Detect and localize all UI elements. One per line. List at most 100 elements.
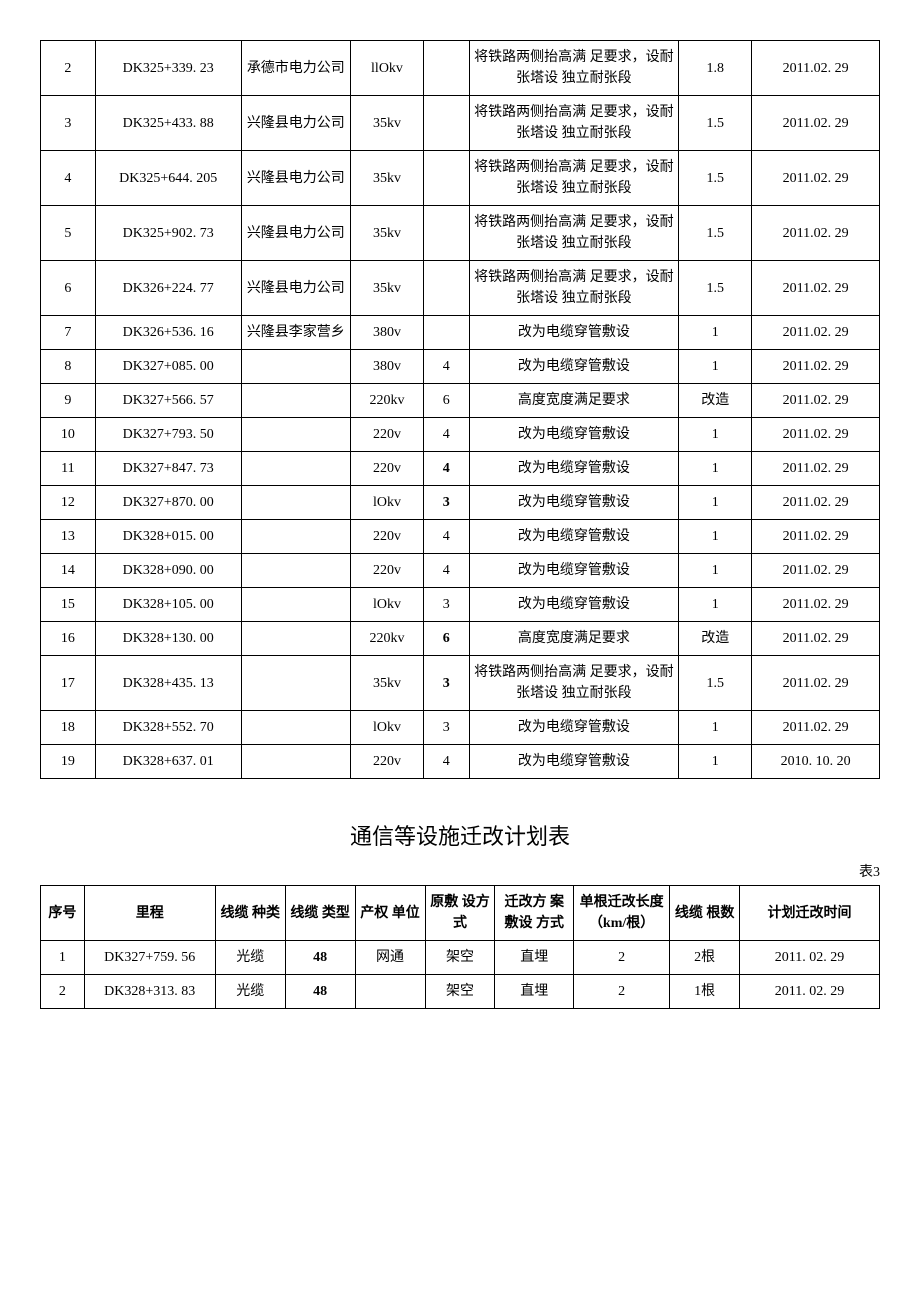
table-cell: 4 (423, 520, 469, 554)
table-cell: 3 (41, 96, 96, 151)
table-cell (423, 206, 469, 261)
table-2-label: 表3 (40, 861, 880, 881)
table-cell: 1 (679, 554, 752, 588)
table-header-cell: 线缆 类型 (285, 886, 355, 941)
table-cell: DK327+870. 00 (95, 486, 241, 520)
table-cell: 架空 (425, 975, 495, 1009)
table-cell: 兴隆县李家营乡 (241, 316, 350, 350)
table-cell: 9 (41, 384, 96, 418)
table-cell: 2011.02. 29 (752, 554, 880, 588)
table-cell: 改为电缆穿管敷设 (469, 486, 679, 520)
table-cell: lOkv (351, 711, 424, 745)
table-header-cell: 产权 单位 (355, 886, 425, 941)
table-row: 10DK327+793. 50220v4改为电缆穿管敷设12011.02. 29 (41, 418, 880, 452)
table-row: 7DK326+536. 16兴隆县李家营乡380v改为电缆穿管敷设12011.0… (41, 316, 880, 350)
table-cell: 兴隆县电力公司 (241, 96, 350, 151)
table-row: 6DK326+224. 77兴隆县电力公司35kv将铁路两侧抬高满 足要求，设耐… (41, 261, 880, 316)
table-cell: 2011.02. 29 (752, 350, 880, 384)
table-cell: 2011.02. 29 (752, 316, 880, 350)
table-header-cell: 迁改方 案敷设 方式 (495, 886, 574, 941)
table-cell: 兴隆县电力公司 (241, 261, 350, 316)
table-cell: 1 (41, 941, 85, 975)
table-cell: 11 (41, 452, 96, 486)
table-cell: 1.5 (679, 656, 752, 711)
table-row: 16DK328+130. 00220kv6高度宽度满足要求改造2011.02. … (41, 622, 880, 656)
table-row: 2DK325+339. 23承德市电力公司llOkv将铁路两侧抬高满 足要求，设… (41, 41, 880, 96)
table-cell: 改为电缆穿管敷设 (469, 745, 679, 779)
table-cell: DK328+105. 00 (95, 588, 241, 622)
table-cell: 将铁路两侧抬高满 足要求，设耐张塔设 独立耐张段 (469, 656, 679, 711)
table-cell: DK328+435. 13 (95, 656, 241, 711)
table-cell: 220kv (351, 622, 424, 656)
table-cell: 架空 (425, 941, 495, 975)
table-cell: 2011. 02. 29 (740, 941, 880, 975)
table-cell: 1 (679, 588, 752, 622)
section-2-title: 通信等设施迁改计划表 (40, 819, 880, 851)
table-cell: 2011.02. 29 (752, 452, 880, 486)
table-cell: 35kv (351, 206, 424, 261)
table-cell: 改为电缆穿管敷设 (469, 418, 679, 452)
table-cell: 改为电缆穿管敷设 (469, 452, 679, 486)
table-cell: DK327+566. 57 (95, 384, 241, 418)
table-cell: 将铁路两侧抬高满 足要求，设耐张塔设 独立耐张段 (469, 206, 679, 261)
table-cell: 220v (351, 745, 424, 779)
table-cell: 将铁路两侧抬高满 足要求，设耐张塔设 独立耐张段 (469, 96, 679, 151)
table-cell: 网通 (355, 941, 425, 975)
table-cell: 10 (41, 418, 96, 452)
table-cell: 220v (351, 520, 424, 554)
table-cell: 2 (41, 41, 96, 96)
table-row: 9DK327+566. 57220kv6高度宽度满足要求改造2011.02. 2… (41, 384, 880, 418)
table-cell: 2011.02. 29 (752, 418, 880, 452)
table-cell: 3 (423, 588, 469, 622)
table-row: 3DK325+433. 88兴隆县电力公司35kv将铁路两侧抬高满 足要求，设耐… (41, 96, 880, 151)
table-cell (423, 316, 469, 350)
table-cell: 改为电缆穿管敷设 (469, 316, 679, 350)
table-cell (355, 975, 425, 1009)
table-cell: DK328+313. 83 (84, 975, 215, 1009)
table-cell: 3 (423, 711, 469, 745)
table-row: 17DK328+435. 1335kv3将铁路两侧抬高满 足要求，设耐张塔设 独… (41, 656, 880, 711)
table-cell: 高度宽度满足要求 (469, 622, 679, 656)
table-cell: 4 (423, 418, 469, 452)
table-cell: 改为电缆穿管敷设 (469, 554, 679, 588)
table-cell: 6 (423, 384, 469, 418)
table-cell (241, 711, 350, 745)
table-cell: DK325+433. 88 (95, 96, 241, 151)
table-row: 1DK327+759. 56光缆48网通架空直埋22根2011. 02. 29 (41, 941, 880, 975)
table-cell: 15 (41, 588, 96, 622)
table-cell (241, 452, 350, 486)
table-cell: 19 (41, 745, 96, 779)
table-row: 19DK328+637. 01220v4改为电缆穿管敷设12010. 10. 2… (41, 745, 880, 779)
table-cell: 1 (679, 350, 752, 384)
table-cell (241, 554, 350, 588)
table-cell: 改造 (679, 622, 752, 656)
table-cell: 1 (679, 520, 752, 554)
table-cell (241, 745, 350, 779)
table-cell: DK328+637. 01 (95, 745, 241, 779)
table-header-cell: 序号 (41, 886, 85, 941)
table-1: 2DK325+339. 23承德市电力公司llOkv将铁路两侧抬高满 足要求，设… (40, 40, 880, 779)
table-cell: 3 (423, 486, 469, 520)
table-cell: 12 (41, 486, 96, 520)
table-cell: 48 (285, 941, 355, 975)
table-cell: 8 (41, 350, 96, 384)
table-cell: 1 (679, 745, 752, 779)
table-row: 5DK325+902. 73兴隆县电力公司35kv将铁路两侧抬高满 足要求，设耐… (41, 206, 880, 261)
table-row: 13DK328+015. 00220v4改为电缆穿管敷设12011.02. 29 (41, 520, 880, 554)
table-row: 15DK328+105. 00lOkv3改为电缆穿管敷设12011.02. 29 (41, 588, 880, 622)
table-cell: 1.5 (679, 261, 752, 316)
table-row: 14DK328+090. 00220v4改为电缆穿管敷设12011.02. 29 (41, 554, 880, 588)
table-cell: 兴隆县电力公司 (241, 206, 350, 261)
table-header-cell: 线缆 种类 (215, 886, 285, 941)
table-cell: 改造 (679, 384, 752, 418)
table-cell: 2 (41, 975, 85, 1009)
table-cell (241, 588, 350, 622)
table-cell: 6 (423, 622, 469, 656)
table-cell: 2010. 10. 20 (752, 745, 880, 779)
table-cell: 兴隆县电力公司 (241, 151, 350, 206)
table-cell (241, 656, 350, 711)
table-cell: 220kv (351, 384, 424, 418)
table-cell: DK326+224. 77 (95, 261, 241, 316)
table-cell: 4 (423, 350, 469, 384)
table-cell: 380v (351, 316, 424, 350)
